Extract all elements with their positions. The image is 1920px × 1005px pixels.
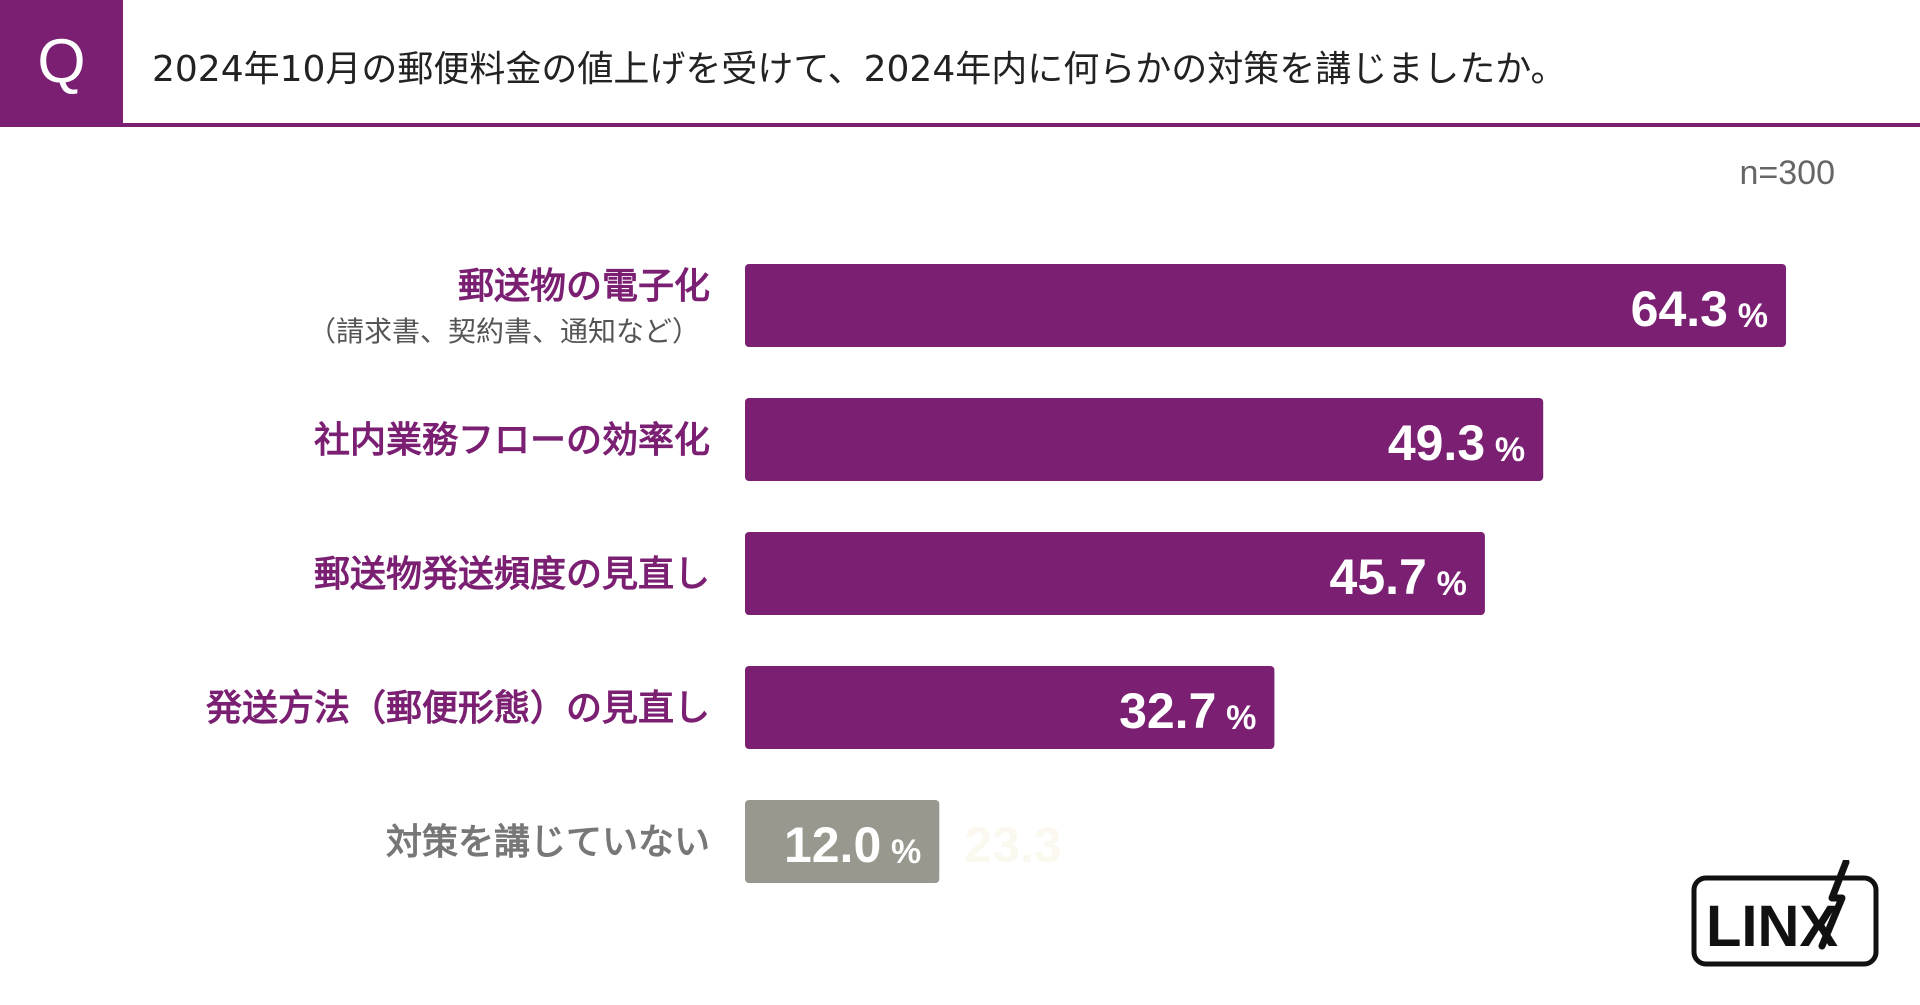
logo-text: LINX: [1706, 894, 1838, 959]
header-divider: [0, 123, 1920, 127]
question-text: 2024年10月の郵便料金の値上げを受けて、2024年内に何らかの対策を講じまし…: [152, 49, 1567, 90]
bar-percent-sign: %: [1437, 565, 1467, 603]
sample-size: n=300: [1739, 154, 1836, 192]
category-note: （請求書、契約書、通知など）: [308, 315, 700, 348]
category-label: 発送方法（郵便形態）の見直し: [206, 688, 710, 729]
bar: [745, 800, 940, 883]
linx-logo: LINX: [1691, 860, 1879, 967]
logo-bolt: [1818, 860, 1850, 950]
bar-percent-sign: %: [1226, 699, 1256, 737]
category-label: 郵送物発送頻度の見直し: [314, 554, 710, 595]
bar-value-label: 12.0: [784, 817, 881, 873]
bar-value-label: 49.3: [1388, 415, 1485, 471]
question-marker-label: Q: [37, 27, 86, 96]
bar: [745, 398, 1544, 481]
bar-percent-sign: %: [1738, 297, 1768, 335]
bar-percent-sign: %: [1495, 431, 1525, 469]
bar-value-label: 45.7: [1330, 549, 1427, 605]
bar: [745, 666, 1275, 749]
category-label: 郵送物の電子化: [458, 266, 710, 307]
bar: [745, 532, 1485, 615]
question-marker: Q: [0, 0, 123, 124]
bar-value-label: 32.7: [1119, 683, 1216, 739]
bar-percent-sign: %: [891, 833, 921, 871]
bar-value-label: 64.3: [1631, 281, 1728, 337]
category-label: 対策を講じていない: [386, 821, 710, 863]
category-label: 社内業務フローの効率化: [314, 420, 710, 461]
faint-value-text: 23.3: [964, 817, 1061, 873]
bar: [745, 264, 1786, 347]
